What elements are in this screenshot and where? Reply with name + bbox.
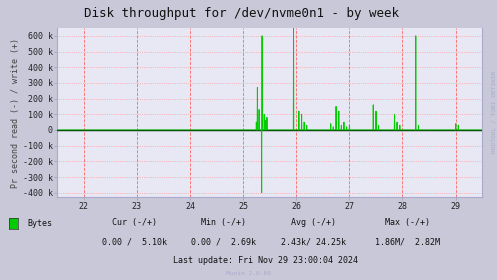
Text: 0.00 /  5.10k: 0.00 / 5.10k	[102, 238, 166, 247]
Text: Cur (-/+): Cur (-/+)	[112, 218, 157, 227]
Y-axis label: Pr second read (-) / write (+): Pr second read (-) / write (+)	[11, 38, 20, 188]
Text: Munin 2.0.69: Munin 2.0.69	[226, 271, 271, 276]
Text: Bytes: Bytes	[27, 219, 52, 228]
Text: Last update: Fri Nov 29 23:00:04 2024: Last update: Fri Nov 29 23:00:04 2024	[173, 256, 358, 265]
Text: Disk throughput for /dev/nvme0n1 - by week: Disk throughput for /dev/nvme0n1 - by we…	[83, 7, 399, 20]
Text: Max (-/+): Max (-/+)	[385, 218, 430, 227]
Text: 0.00 /  2.69k: 0.00 / 2.69k	[191, 238, 256, 247]
Text: Avg (-/+): Avg (-/+)	[291, 218, 335, 227]
Text: Min (-/+): Min (-/+)	[201, 218, 246, 227]
Text: 1.86M/  2.82M: 1.86M/ 2.82M	[375, 238, 440, 247]
Text: 2.43k/ 24.25k: 2.43k/ 24.25k	[281, 238, 345, 247]
Text: RRDTOOL / TOBI OETIKER: RRDTOOL / TOBI OETIKER	[491, 71, 496, 153]
